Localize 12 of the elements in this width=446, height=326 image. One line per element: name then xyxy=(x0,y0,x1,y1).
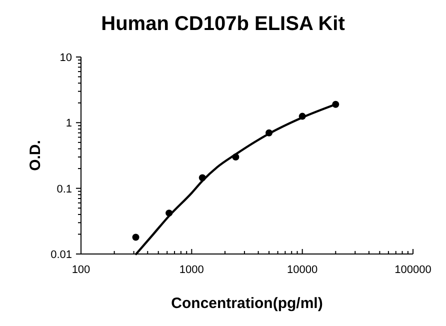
x-tick-label: 10000 xyxy=(287,264,318,276)
x-tick-label: 100000 xyxy=(394,264,432,276)
y-axis-title: O.D. xyxy=(27,140,44,171)
x-tick-label: 1000 xyxy=(179,264,204,276)
x-axis-title: Concentration(pg/ml) xyxy=(171,295,323,312)
chart-title: Human CD107b ELISA Kit xyxy=(101,13,346,35)
point xyxy=(132,234,140,241)
x-tick-label: 100 xyxy=(72,264,90,276)
y-tick-label: 0.1 xyxy=(56,183,72,196)
y-tick-label: 1 xyxy=(66,118,72,130)
y-tick-label: 10 xyxy=(60,52,72,64)
y-tick-label: 0.01 xyxy=(50,249,72,261)
